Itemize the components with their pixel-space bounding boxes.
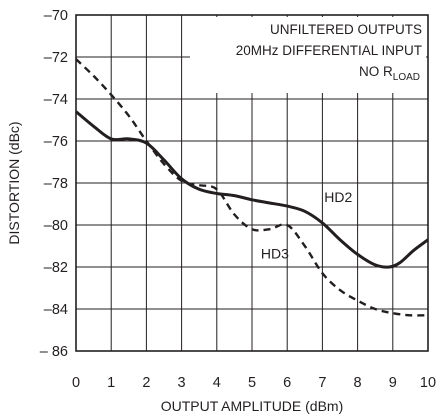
y-tick-label: –80 <box>44 218 68 234</box>
annotation-box: UNFILTERED OUTPUTS 20MHz DIFFERENTIAL IN… <box>190 17 426 93</box>
y-tick-label: –70 <box>44 8 68 24</box>
y-tick-label: –84 <box>44 302 68 318</box>
hd2-series-label: HD2 <box>324 189 352 205</box>
series-layer <box>75 58 429 317</box>
annotation-line-3: NO RLOAD <box>359 64 420 83</box>
plot-frame <box>75 14 429 352</box>
x-tick-label: 2 <box>142 375 150 391</box>
x-tick-label: 6 <box>283 375 291 391</box>
x-tick-label: 9 <box>389 375 397 391</box>
y-tick-label: –76 <box>44 134 68 150</box>
x-tick-label: 3 <box>178 375 186 391</box>
hd2-series-line <box>75 110 429 269</box>
x-tick-label: 7 <box>318 375 326 391</box>
y-axis-title: DISTORTION (dBc) <box>6 121 22 244</box>
annotation-line-3-subscript: LOAD <box>393 72 420 83</box>
annotation-line-3-prefix: NO R <box>359 64 393 79</box>
x-tick-label: 10 <box>420 375 436 391</box>
series-labels: HD2 HD3 <box>261 189 353 262</box>
hd3-series-line <box>75 58 429 317</box>
y-tick-label: –74 <box>44 92 68 108</box>
annotation-line-2: 20MHz DIFFERENTIAL INPUT <box>236 43 422 58</box>
y-tick-label: – 86 <box>40 344 68 360</box>
x-tick-label: 5 <box>248 375 256 391</box>
x-tick-label: 1 <box>107 375 115 391</box>
x-tick-label: 4 <box>213 375 221 391</box>
x-tick-label: 0 <box>72 375 80 391</box>
y-tick-label: –78 <box>44 176 68 192</box>
annotation-background <box>190 17 426 93</box>
annotation-line-1: UNFILTERED OUTPUTS <box>270 22 422 37</box>
y-tick-label: –72 <box>44 50 68 66</box>
x-tick-label: 8 <box>354 375 362 391</box>
x-axis-title: OUTPUT AMPLITUDE (dBm) <box>161 398 344 414</box>
tick-labels: 0 1 2 3 4 5 6 7 8 9 10 –70 –72 –74 –76 –78 –80 –82 –84 – 86 <box>40 8 436 391</box>
hd3-series-label: HD3 <box>261 246 289 262</box>
y-tick-label: –82 <box>44 260 68 276</box>
